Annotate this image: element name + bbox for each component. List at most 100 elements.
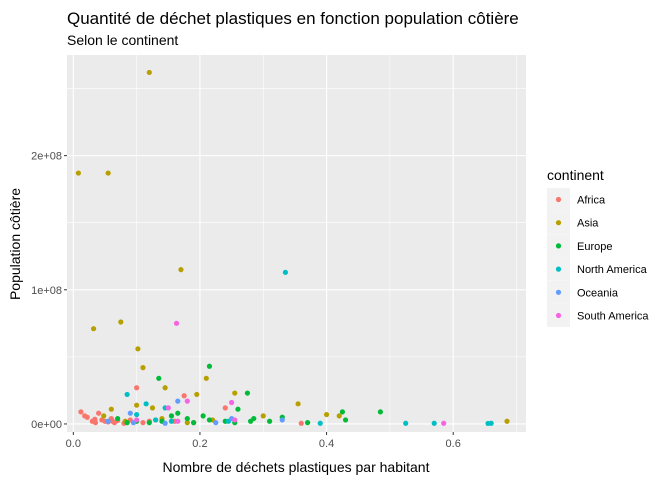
x-tick-label: 0.6 xyxy=(446,438,461,450)
legend-swatch xyxy=(555,289,562,295)
legend-item-label: Oceania xyxy=(577,287,619,299)
data-point xyxy=(105,170,111,176)
data-point xyxy=(235,406,241,412)
data-point xyxy=(90,326,97,332)
data-point xyxy=(244,390,251,396)
data-point xyxy=(206,363,213,369)
data-point xyxy=(175,418,181,424)
data-point xyxy=(146,420,152,426)
data-point xyxy=(84,414,90,420)
data-point xyxy=(232,390,238,396)
data-point xyxy=(118,319,124,325)
data-point xyxy=(162,385,168,391)
chart-title: Quantité de déchet plastiques en fonctio… xyxy=(67,9,519,28)
data-point xyxy=(153,417,159,423)
legend-swatch xyxy=(555,196,562,203)
data-point xyxy=(184,420,190,426)
data-point xyxy=(109,418,116,424)
chart-subtitle: Selon le continent xyxy=(67,32,178,48)
data-point xyxy=(101,413,107,419)
data-point xyxy=(108,406,114,412)
data-point xyxy=(124,391,130,398)
legend-swatch xyxy=(555,312,562,319)
data-point xyxy=(206,417,213,423)
minor-gridlines xyxy=(67,55,526,432)
data-point xyxy=(295,401,301,407)
legend-title: continent xyxy=(547,167,604,183)
data-point xyxy=(140,420,146,426)
data-point xyxy=(377,409,383,415)
y-tick-label: 2e+08 xyxy=(31,151,62,163)
y-tick-label: 1e+08 xyxy=(31,285,62,297)
data-point xyxy=(146,69,152,76)
legend-item-label: North America xyxy=(577,264,648,276)
x-tick-label: 0.4 xyxy=(319,438,334,450)
x-axis-label: Nombre de déchets plastiques par habitan… xyxy=(163,459,430,475)
data-point xyxy=(124,420,130,426)
legend-swatch xyxy=(555,220,562,226)
data-point xyxy=(282,269,289,275)
data-point xyxy=(485,420,491,427)
data-point xyxy=(232,417,238,423)
data-points xyxy=(75,69,510,427)
axis-ticks: 0.0 0.2 0.4 0.6 0e+00 1e+08 2e+08 xyxy=(31,151,461,450)
data-point xyxy=(336,413,342,419)
data-point xyxy=(156,375,162,381)
data-point xyxy=(229,399,235,406)
data-point xyxy=(191,420,197,426)
legend: continent Africa Asia Europe North America O… xyxy=(547,167,649,327)
data-point xyxy=(403,420,409,426)
data-point xyxy=(143,401,149,407)
data-point xyxy=(175,398,181,404)
data-point xyxy=(149,405,156,411)
data-point xyxy=(173,320,180,326)
data-point xyxy=(279,417,285,423)
data-point xyxy=(175,410,181,416)
data-point xyxy=(323,411,330,418)
data-point xyxy=(162,420,168,426)
data-point xyxy=(78,409,84,415)
data-point xyxy=(298,420,304,426)
data-point xyxy=(135,346,141,352)
data-point xyxy=(115,415,121,422)
data-point xyxy=(339,409,345,415)
data-point xyxy=(140,365,146,371)
x-tick-label: 0.0 xyxy=(66,438,81,450)
data-point xyxy=(317,420,323,426)
y-tick-label: 0e+00 xyxy=(31,419,62,431)
data-point xyxy=(504,418,510,424)
legend-item-label: Europe xyxy=(577,241,612,253)
legend-item-label: South America xyxy=(577,311,649,323)
data-point xyxy=(96,410,102,416)
data-point xyxy=(441,420,447,426)
data-point xyxy=(92,416,98,422)
legend-item-label: Asia xyxy=(577,218,599,230)
data-point xyxy=(304,420,311,426)
data-point xyxy=(222,405,228,411)
legend-item-label: Africa xyxy=(577,195,606,207)
data-point xyxy=(184,398,190,404)
x-tick-label: 0.2 xyxy=(192,438,207,450)
data-point xyxy=(134,402,140,408)
data-point xyxy=(178,267,184,273)
data-point xyxy=(260,413,266,419)
data-point xyxy=(75,170,81,176)
data-point xyxy=(213,420,219,426)
legend-swatch xyxy=(555,243,562,249)
data-point xyxy=(168,413,175,419)
data-point xyxy=(134,417,140,423)
data-point xyxy=(105,418,111,424)
data-point xyxy=(127,410,133,416)
data-point xyxy=(200,413,206,419)
data-point xyxy=(342,417,349,423)
data-point xyxy=(165,405,171,411)
data-point xyxy=(168,418,175,424)
data-point xyxy=(248,418,254,424)
plot-panel xyxy=(67,55,526,432)
data-point xyxy=(203,375,209,381)
data-point xyxy=(431,420,437,426)
data-point xyxy=(134,385,140,391)
legend-swatch xyxy=(555,266,562,272)
data-point xyxy=(194,391,200,398)
